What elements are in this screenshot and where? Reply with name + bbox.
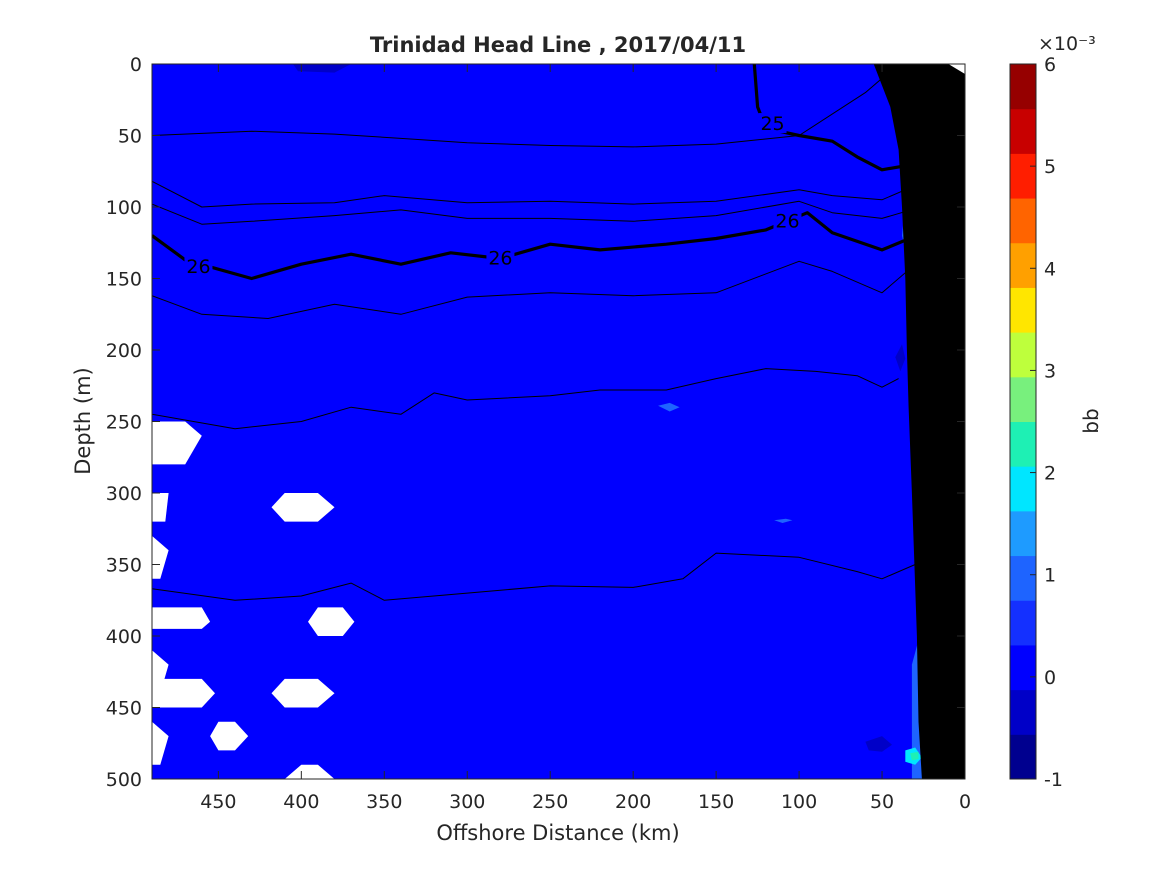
- colorbar-bands: [1010, 64, 1036, 780]
- x-tick-label: 450: [200, 791, 236, 813]
- colorbar: -1 0 1 2 3 4 5 6 ×10⁻³ bb: [1009, 33, 1103, 791]
- y-tick-label: 350: [106, 555, 142, 577]
- y-tick-label: 250: [106, 412, 142, 434]
- colorbar-band: [1010, 198, 1036, 244]
- x-tick-label: 100: [781, 791, 817, 813]
- missing-region: [271, 678, 335, 708]
- contour-label: 25: [760, 113, 784, 135]
- missing-region: [152, 721, 169, 765]
- contour-line: [152, 368, 899, 430]
- colorbar-band: [1010, 555, 1036, 601]
- contour-label-bg: [486, 247, 515, 268]
- colorbar-band: [1010, 644, 1036, 691]
- contour-label-bg: [184, 256, 213, 277]
- colorbar-band: [1010, 332, 1036, 378]
- contour-label: 26: [488, 247, 512, 269]
- contour-line-bold: [152, 205, 950, 281]
- colorbar-tick-label: -1: [1044, 769, 1063, 791]
- bathymetry: [873, 64, 965, 779]
- colorbar-band: [1010, 287, 1036, 333]
- missing-region: [152, 678, 215, 708]
- bb-field: [152, 64, 965, 779]
- colorbar-band: [1010, 466, 1036, 512]
- missing-region: [210, 721, 249, 751]
- colorbar-tick-label: 5: [1044, 156, 1056, 178]
- colorbar-exponent: ×10⁻³: [1038, 33, 1096, 55]
- x-axis-ticks: 450 400 350 300 250 200 150 100 50 0: [200, 64, 971, 813]
- y-axis-label: Depth (m): [71, 367, 95, 474]
- x-tick-label: 350: [366, 791, 402, 813]
- colorbar-ticks: -1 0 1 2 3 4 5 6: [1030, 54, 1063, 791]
- y-tick-label: 200: [106, 340, 142, 362]
- bb-patch: [865, 736, 892, 752]
- colorbar-tick-label: 1: [1044, 565, 1056, 587]
- bb-patch: [293, 64, 352, 73]
- plot-area: [152, 64, 965, 779]
- colorbar-band: [1010, 734, 1036, 780]
- colorbar-band: [1010, 510, 1036, 557]
- y-tick-label: 400: [106, 626, 142, 648]
- contour-label: 26: [186, 256, 210, 278]
- y-axis-ticks: 0 50 100 150 200 250 300 350 400 450 500: [106, 54, 965, 791]
- y-tick-label: 0: [130, 54, 142, 76]
- density-contours: [152, 64, 950, 601]
- chart-title: Trinidad Head Line , 2017/04/11: [370, 33, 746, 57]
- colorbar-band: [1010, 153, 1036, 199]
- colorbar-band: [1010, 376, 1036, 422]
- colorbar-frame: [1009, 63, 1037, 780]
- y-tick-label: 450: [106, 698, 142, 720]
- y-tick-label: 100: [106, 197, 142, 219]
- contour-label-bg: [773, 210, 802, 231]
- missing-region: [284, 764, 335, 779]
- colorbar-band: [1010, 600, 1036, 646]
- colorbar-tick-label: 4: [1044, 258, 1056, 280]
- contour-line: [152, 177, 932, 208]
- bb-patch: [658, 402, 680, 412]
- missing-data-regions: [152, 64, 965, 779]
- missing-region: [152, 535, 169, 579]
- colorbar-band: [1010, 108, 1036, 154]
- colorbar-tick-label: 2: [1044, 463, 1056, 485]
- missing-region: [152, 607, 211, 629]
- colorbar-tick-label: 3: [1044, 360, 1056, 382]
- colorbar-tick-label: 6: [1044, 54, 1056, 76]
- contour-line: [152, 260, 916, 319]
- contour-label-bg: [758, 113, 787, 134]
- x-tick-label: 300: [449, 791, 485, 813]
- x-tick-label: 50: [870, 791, 894, 813]
- missing-region: [152, 493, 169, 522]
- y-tick-label: 300: [106, 483, 142, 505]
- contour-line: [152, 64, 899, 148]
- bb-patch: [895, 344, 906, 372]
- x-tick-label: 0: [959, 791, 971, 813]
- contour-label: 26: [775, 210, 799, 232]
- colorbar-band: [1010, 242, 1036, 288]
- colorbar-tick-label: 0: [1044, 667, 1056, 689]
- bb-patch: [910, 751, 919, 761]
- colorbar-band: [1010, 689, 1036, 735]
- colorbar-label: bb: [1079, 408, 1103, 433]
- missing-region: [308, 607, 355, 636]
- colorbar-band: [1010, 64, 1036, 110]
- y-tick-label: 500: [106, 769, 142, 791]
- contour-line: [152, 552, 916, 601]
- missing-region: [271, 493, 335, 522]
- missing-region: [152, 421, 202, 465]
- x-tick-label: 200: [615, 791, 651, 813]
- colorbar-band: [1010, 421, 1036, 467]
- contour-labels: 25 26 26 26: [184, 113, 802, 278]
- x-tick-label: 250: [532, 791, 568, 813]
- x-tick-label: 150: [698, 791, 734, 813]
- y-tick-label: 50: [118, 126, 142, 148]
- contour-line: [152, 200, 941, 225]
- x-tick-label: 400: [283, 791, 319, 813]
- x-axis-label: Offshore Distance (km): [436, 821, 679, 845]
- bb-patch: [774, 518, 793, 523]
- y-tick-label: 150: [106, 269, 142, 291]
